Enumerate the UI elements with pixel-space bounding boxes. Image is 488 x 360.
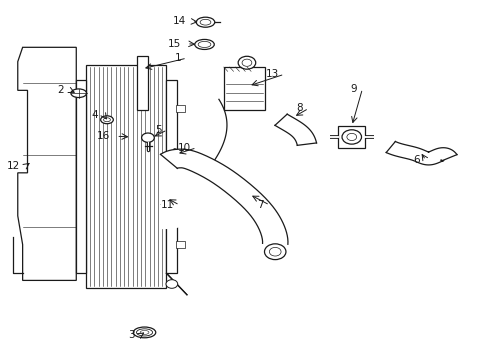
Bar: [137, 56, 148, 110]
Bar: [176, 176, 184, 184]
Circle shape: [238, 56, 255, 69]
Circle shape: [165, 280, 177, 288]
Ellipse shape: [198, 41, 210, 48]
Text: 7: 7: [257, 200, 264, 210]
Ellipse shape: [103, 118, 110, 122]
Text: 1: 1: [174, 53, 181, 63]
Bar: [166, 80, 177, 273]
Bar: [224, 67, 264, 110]
Ellipse shape: [101, 116, 113, 124]
Text: 16: 16: [97, 131, 110, 141]
Text: 4: 4: [91, 111, 98, 121]
Text: 11: 11: [160, 200, 173, 210]
Ellipse shape: [194, 40, 214, 49]
Bar: [176, 105, 184, 112]
Circle shape: [142, 133, 154, 142]
Ellipse shape: [136, 329, 152, 336]
Text: 3: 3: [128, 330, 135, 340]
Text: 14: 14: [172, 17, 185, 27]
Text: 9: 9: [349, 84, 356, 94]
Text: 6: 6: [412, 155, 419, 165]
Text: 12: 12: [7, 161, 20, 171]
Text: 13: 13: [265, 69, 278, 79]
Ellipse shape: [140, 330, 149, 334]
Polygon shape: [18, 47, 76, 280]
Circle shape: [269, 247, 281, 256]
Text: 2: 2: [58, 85, 64, 95]
Ellipse shape: [196, 17, 214, 27]
Circle shape: [346, 134, 356, 140]
Text: 15: 15: [167, 39, 181, 49]
Bar: [86, 65, 166, 288]
Bar: [176, 241, 184, 248]
Text: 5: 5: [155, 125, 161, 135]
Bar: [338, 126, 365, 148]
Ellipse shape: [133, 327, 156, 338]
Bar: [76, 80, 86, 273]
Ellipse shape: [200, 19, 210, 25]
Text: 8: 8: [296, 103, 303, 113]
Circle shape: [264, 244, 285, 260]
Circle shape: [341, 130, 361, 144]
Circle shape: [242, 59, 251, 66]
Text: 10: 10: [177, 143, 190, 153]
Ellipse shape: [71, 89, 86, 98]
